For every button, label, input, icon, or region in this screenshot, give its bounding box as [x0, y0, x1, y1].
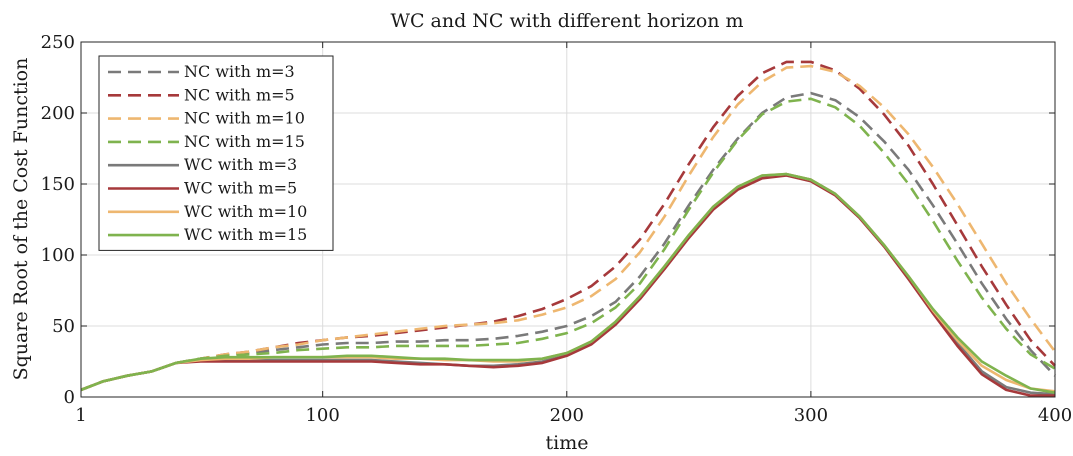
legend-entry-label: NC with m=5 [184, 85, 295, 104]
legend-entry-label: WC with m=3 [184, 155, 297, 174]
plot-series [80, 60, 1057, 397]
x-tick-label: 400 [1038, 405, 1072, 426]
chart-title: WC and NC with different horizon m [390, 10, 743, 32]
y-tick-label: 100 [41, 245, 75, 266]
legend-entry-label: NC with m=10 [184, 109, 305, 128]
series-line-nc-3 [80, 97, 1056, 392]
y-tick-label: 50 [52, 316, 75, 337]
y-axis-label: Square Root of the Cost Function [10, 58, 32, 381]
series-line-nc-2 [80, 64, 1057, 392]
legend-box [98, 55, 334, 251]
x-tick-label: 100 [305, 405, 339, 426]
legend: NC with m=3 NC with m=5 NC with m=10 NC wit… [98, 55, 334, 251]
legend-entry-label: NC with m=3 [184, 62, 295, 81]
x-tick-label: 1 [75, 405, 86, 426]
y-tick-label: 0 [64, 387, 75, 408]
series-line-wc-7 [80, 172, 1056, 394]
y-tick-label: 200 [41, 103, 75, 124]
legend-entry-label: WC with m=15 [184, 225, 307, 244]
legend-entry-label: NC with m=15 [184, 132, 305, 151]
axis-ticks: 1 100 200 300 400 0 50 100 150 200 250 [41, 32, 1073, 426]
legend-entry-label: WC with m=5 [184, 179, 297, 198]
legend-entry-label: WC with m=10 [184, 202, 307, 221]
plot-frame [80, 41, 1056, 398]
x-axis-label: time [546, 432, 589, 454]
x-tick-label: 200 [550, 405, 584, 426]
y-tick-label: 150 [41, 174, 75, 195]
x-tick-label: 300 [794, 405, 828, 426]
y-tick-label: 250 [41, 32, 75, 53]
